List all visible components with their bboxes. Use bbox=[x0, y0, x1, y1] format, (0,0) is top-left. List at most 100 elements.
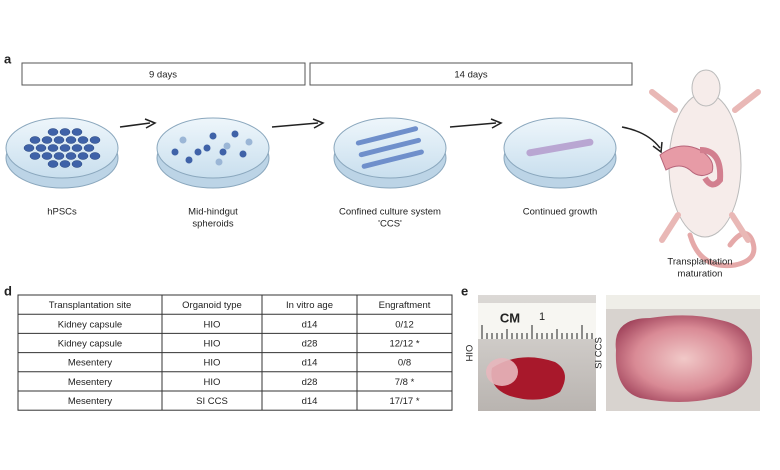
arrow-head bbox=[312, 118, 325, 129]
table-cell: d28 bbox=[302, 377, 318, 388]
cell-cluster bbox=[71, 128, 83, 136]
arrow-head bbox=[144, 118, 157, 129]
arrows bbox=[119, 118, 663, 154]
step-label: maturation bbox=[678, 269, 723, 280]
cell-cluster bbox=[29, 152, 41, 160]
table-cell: HIO bbox=[204, 319, 221, 330]
spheroid bbox=[179, 136, 187, 144]
ruler-mark: 1 bbox=[539, 311, 545, 323]
arrow bbox=[621, 126, 661, 149]
organoid bbox=[486, 358, 518, 386]
table-cell: d14 bbox=[302, 319, 318, 330]
table-cell: HIO bbox=[204, 338, 221, 349]
table-header: Engraftment bbox=[379, 300, 431, 311]
cell-cluster bbox=[47, 144, 59, 152]
cell-cluster bbox=[89, 136, 101, 144]
timeline-label: 14 days bbox=[454, 70, 488, 81]
cell-cluster bbox=[41, 152, 53, 160]
cell-cluster bbox=[59, 160, 71, 168]
step-label: Mid-hindgut bbox=[188, 207, 238, 218]
intestine bbox=[699, 147, 724, 188]
panel-label: d bbox=[4, 283, 12, 298]
arrow-head bbox=[490, 118, 503, 129]
cell-cluster bbox=[65, 152, 77, 160]
spheroid bbox=[215, 158, 223, 166]
cell-cluster bbox=[35, 144, 47, 152]
cell-cluster bbox=[71, 160, 83, 168]
tissue bbox=[526, 138, 594, 157]
spheroid bbox=[194, 148, 202, 156]
cell-cluster bbox=[53, 152, 65, 160]
cell-cluster bbox=[47, 128, 59, 136]
cell-cluster bbox=[59, 128, 71, 136]
table-header: Transplantation site bbox=[49, 300, 132, 311]
table-cell: 0/8 bbox=[398, 358, 411, 369]
cell-cluster bbox=[41, 136, 53, 144]
dishes bbox=[5, 117, 617, 189]
spheroid bbox=[185, 156, 193, 164]
arrow bbox=[119, 122, 151, 128]
table-cell: Mesentery bbox=[68, 377, 113, 388]
cell-cluster bbox=[65, 136, 77, 144]
table: Transplantation site Organoid type In vitr… bbox=[17, 294, 453, 411]
table-cell: 0/12 bbox=[395, 319, 414, 330]
table-cell: d14 bbox=[302, 358, 318, 369]
ruler bbox=[606, 295, 760, 309]
cell-cluster bbox=[53, 136, 65, 144]
table-cell: 7/8 * bbox=[395, 377, 415, 388]
cell-cluster bbox=[77, 136, 89, 144]
mouse-limbs bbox=[649, 89, 761, 243]
step-label: hPSCs bbox=[47, 207, 77, 218]
arrow-head bbox=[652, 141, 663, 154]
ccs-rod bbox=[358, 137, 422, 158]
cell-cluster bbox=[23, 144, 35, 152]
mouse bbox=[649, 69, 761, 269]
spheroid bbox=[219, 148, 227, 156]
cell-cluster bbox=[47, 160, 59, 168]
photo-hio: CM 1 bbox=[478, 295, 596, 411]
spheroid bbox=[203, 144, 211, 152]
photo-ccs bbox=[606, 295, 760, 411]
table-cell: Mesentery bbox=[68, 396, 113, 407]
spheroid bbox=[239, 150, 247, 158]
timeline-box bbox=[309, 62, 633, 86]
cell-cluster bbox=[29, 136, 41, 144]
dish-top bbox=[156, 117, 270, 179]
cell-cluster bbox=[77, 152, 89, 160]
table-header: In vitro age bbox=[286, 300, 333, 311]
cell-cluster bbox=[59, 144, 71, 152]
ruler-ticks bbox=[481, 325, 593, 339]
intestine bbox=[659, 145, 714, 176]
table-cell: 12/12 * bbox=[389, 338, 419, 349]
step-label: Continued growth bbox=[523, 207, 597, 218]
cell-cluster bbox=[83, 144, 95, 152]
ccs-rod bbox=[361, 149, 424, 169]
table-cell: SI CCS bbox=[196, 396, 228, 407]
table-cell: Kidney capsule bbox=[58, 338, 122, 349]
photo-label: HIO bbox=[465, 345, 476, 362]
mouse-head bbox=[691, 69, 721, 107]
step-label: spheroids bbox=[192, 219, 233, 230]
table-cell: 17/17 * bbox=[389, 396, 419, 407]
organoid bbox=[615, 315, 753, 402]
photo-label: SI CCS bbox=[594, 337, 605, 369]
arrow bbox=[271, 122, 319, 128]
table-cell: d14 bbox=[302, 396, 318, 407]
spheroid bbox=[223, 142, 231, 150]
spheroid bbox=[245, 138, 253, 146]
cell-cluster bbox=[71, 144, 83, 152]
step-label: 'CCS' bbox=[378, 219, 402, 230]
timeline-label: 9 days bbox=[149, 70, 177, 81]
panel-label: a bbox=[4, 51, 12, 66]
table-cell: HIO bbox=[204, 377, 221, 388]
arrow bbox=[449, 122, 497, 128]
ccs-rod bbox=[355, 126, 419, 146]
timeline-box bbox=[21, 62, 306, 86]
table-cell: HIO bbox=[204, 358, 221, 369]
step-label: Confined culture system bbox=[339, 207, 441, 218]
table-cell: Mesentery bbox=[68, 358, 113, 369]
spheroid bbox=[209, 132, 217, 140]
cell-cluster bbox=[89, 152, 101, 160]
